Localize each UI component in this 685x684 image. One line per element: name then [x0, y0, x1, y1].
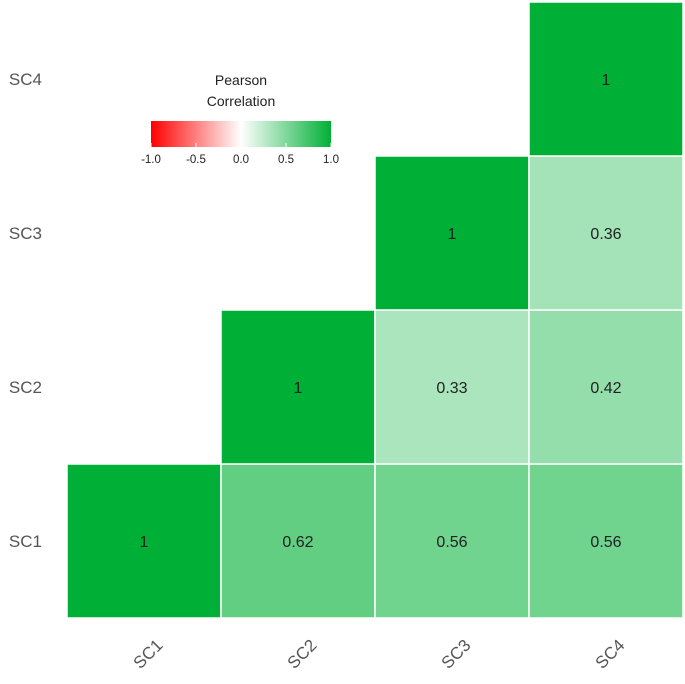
color-legend: Pearson Correlation -1.0 -0.5 0.0 0.5 1.0	[141, 72, 339, 166]
y-tick-label: SC3	[9, 224, 42, 243]
heatmap-cell-sc2-sc1	[220, 463, 376, 619]
heatmap-cell-sc3-sc3	[374, 155, 530, 311]
x-axis-tick-labels: SC1 SC2 SC3 SC4	[130, 636, 629, 673]
legend-tick-label: 1.0	[323, 154, 339, 166]
cell-value-label: 0.62	[282, 534, 313, 551]
x-tick-label: SC4	[592, 636, 629, 673]
heatmap-cell-sc4-sc1	[528, 463, 684, 619]
legend-tick-label: 0.5	[278, 154, 294, 166]
cell-value-label: 1	[140, 534, 149, 551]
cell-value-label: 1	[448, 226, 457, 243]
y-tick-label: SC2	[9, 378, 42, 397]
heatmap-cell-sc4-sc3	[528, 155, 684, 311]
x-tick-label: SC1	[130, 636, 167, 673]
heatmap-cell-sc4-sc2	[528, 309, 684, 465]
heatmap-cell-sc2-sc2	[220, 309, 376, 465]
legend-tick-label: 0.0	[233, 154, 249, 166]
cell-value-label: 0.56	[590, 534, 621, 551]
cell-value-label: 0.42	[590, 380, 621, 397]
cell-value-label: 0.56	[436, 534, 467, 551]
heatmap-cell-sc3-sc2	[374, 309, 530, 465]
x-tick-label: SC2	[284, 636, 321, 673]
heatmap-cell-sc1-sc1	[66, 463, 222, 619]
cell-value-label: 0.33	[436, 380, 467, 397]
cell-value-label: 1	[602, 72, 611, 89]
heatmap-cell-sc4-sc4	[528, 1, 684, 157]
cell-value-label: 1	[294, 380, 303, 397]
y-tick-label: SC4	[9, 70, 42, 89]
legend-tick-label: -0.5	[186, 154, 206, 166]
legend-title-line-1: Pearson	[215, 72, 267, 88]
x-tick-label: SC3	[438, 636, 475, 673]
y-axis-tick-labels: SC1 SC2 SC3 SC4	[9, 70, 42, 551]
heatmap-cells: 1 0.62 0.56 0.56 1 0.33 0.42 1 0.36 1	[66, 1, 684, 619]
legend-color-bar	[151, 121, 331, 147]
y-tick-label: SC1	[9, 532, 42, 551]
cell-value-label: 0.36	[590, 226, 621, 243]
legend-tick-label: -1.0	[141, 154, 161, 166]
legend-title-line-2: Correlation	[207, 93, 275, 109]
